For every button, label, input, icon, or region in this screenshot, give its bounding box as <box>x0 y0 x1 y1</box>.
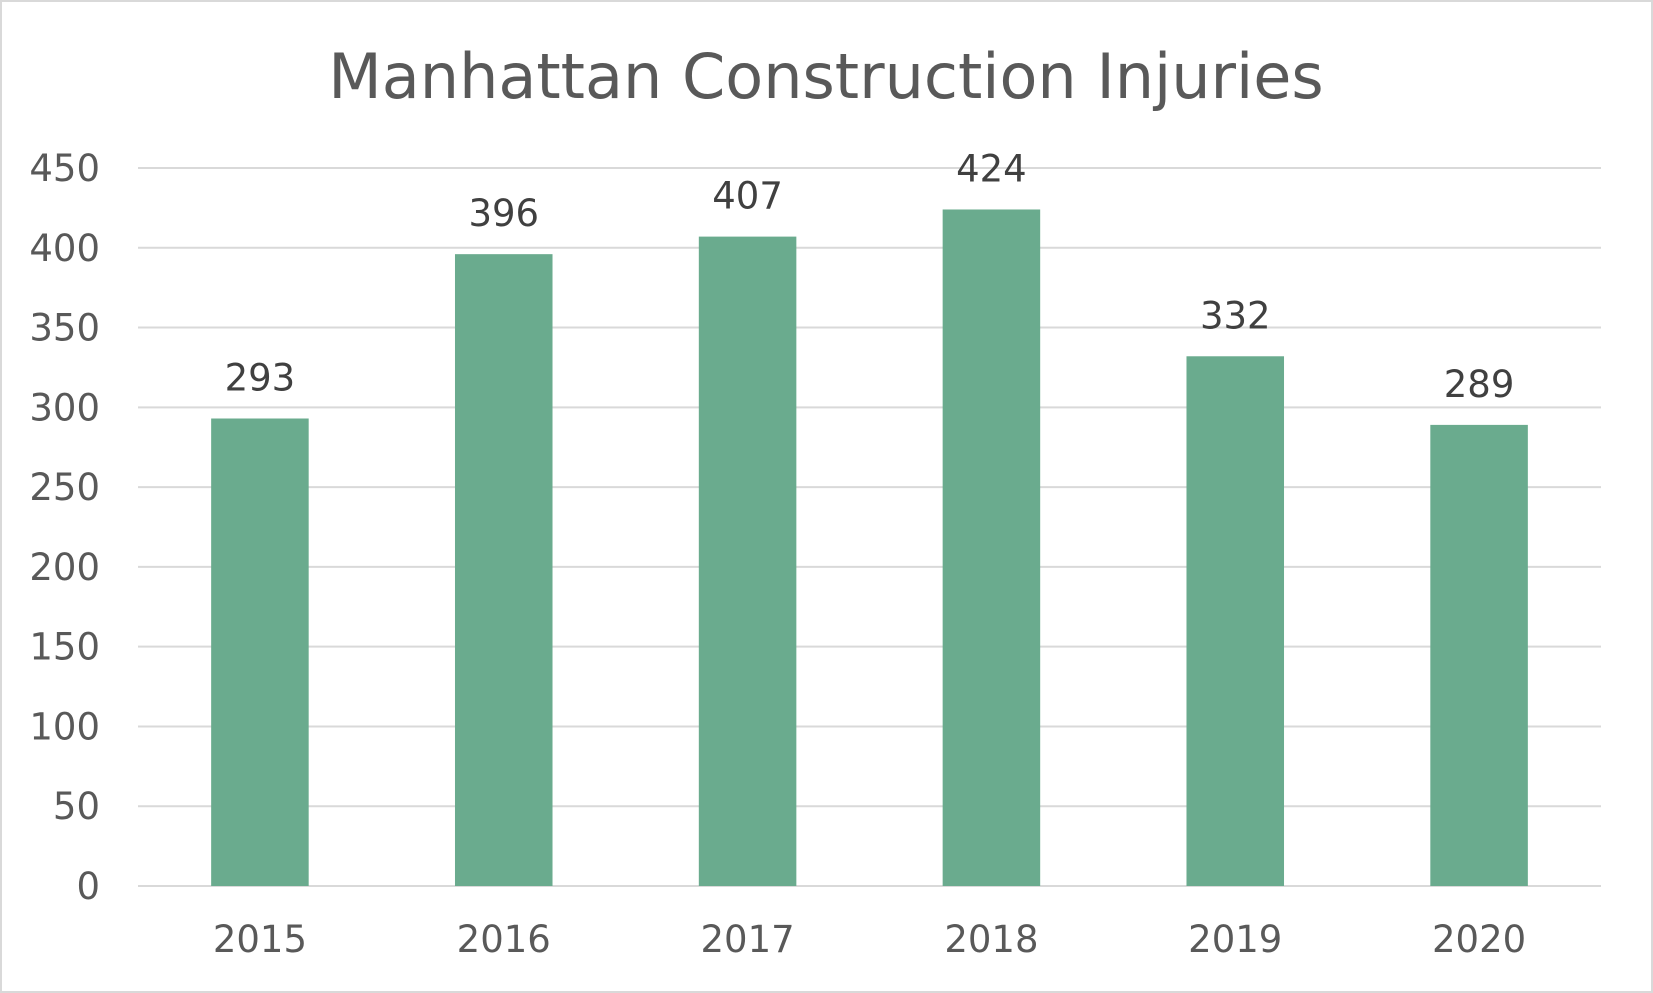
bar-2017 <box>698 236 797 886</box>
x-tick-label: 2019 <box>1188 918 1282 961</box>
data-label: 289 <box>1444 363 1515 406</box>
gridlines <box>138 167 1601 887</box>
data-label: 332 <box>1200 294 1271 337</box>
y-tick-label: 450 <box>29 147 100 190</box>
y-tick-label: 400 <box>29 227 100 270</box>
bar-2015 <box>211 418 309 886</box>
y-tick-label: 50 <box>53 785 100 828</box>
bar-2020 <box>1430 424 1528 886</box>
x-tick-label: 2018 <box>944 918 1038 961</box>
x-tick-label: 2020 <box>1432 918 1526 961</box>
y-tick-label: 100 <box>29 705 100 748</box>
bar-2016 <box>454 254 553 886</box>
data-label: 396 <box>468 192 539 235</box>
y-tick-label: 150 <box>29 626 100 669</box>
bar-2018 <box>942 209 1041 887</box>
bars <box>211 209 1528 887</box>
y-axis-tick-labels: 0 50 100 150 200 250 300 350 400 450 <box>29 147 100 908</box>
y-tick-label: 350 <box>29 307 100 350</box>
data-label: 407 <box>712 175 783 218</box>
data-label: 424 <box>956 147 1027 190</box>
y-tick-label: 200 <box>29 546 100 589</box>
chart-title: Manhattan Construction Injuries <box>328 40 1323 113</box>
x-axis-tick-labels: 2015 2016 2017 2018 2019 2020 <box>213 918 1526 961</box>
y-tick-label: 300 <box>29 386 100 429</box>
y-tick-label: 0 <box>76 865 100 908</box>
x-tick-label: 2016 <box>457 918 551 961</box>
data-labels: 293 396 407 424 332 289 <box>225 147 1515 405</box>
x-tick-label: 2015 <box>213 918 307 961</box>
x-tick-label: 2017 <box>700 918 794 961</box>
data-label: 293 <box>225 357 296 400</box>
bar-2019 <box>1186 356 1285 887</box>
y-tick-label: 250 <box>29 466 100 509</box>
